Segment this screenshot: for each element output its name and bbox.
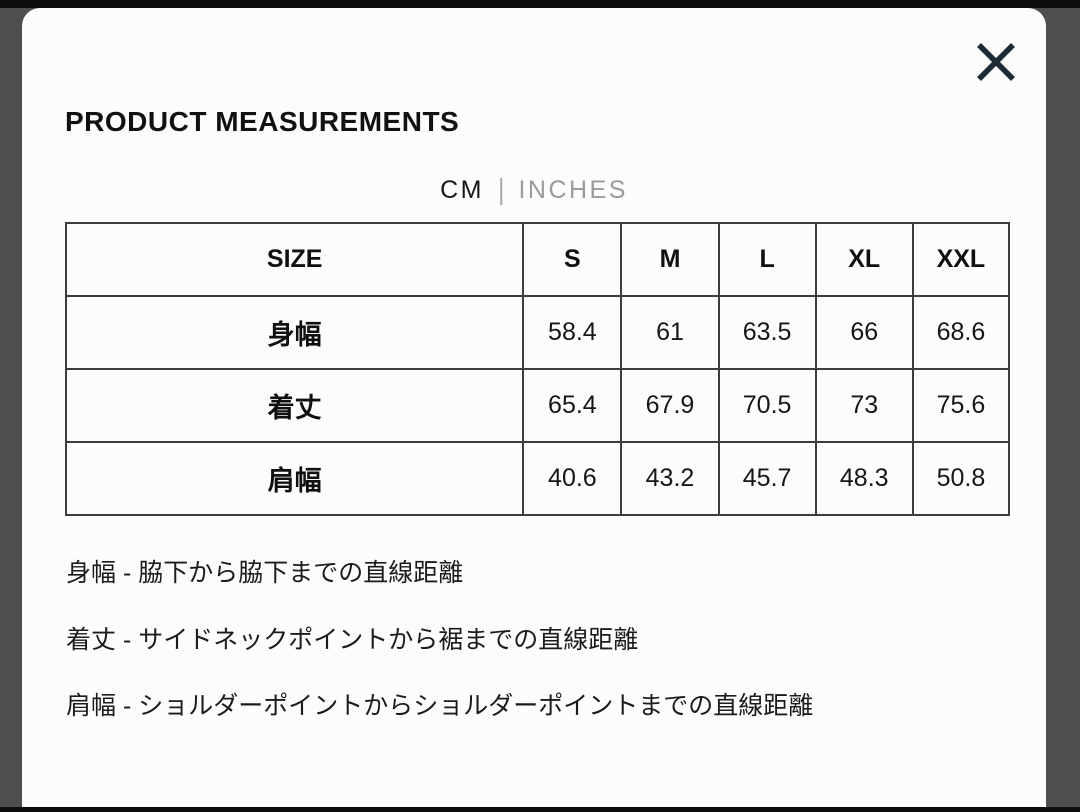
table-header-m: M <box>620 222 720 297</box>
measurement-cell: 61 <box>620 295 720 370</box>
product-measurements-modal: PRODUCT MEASUREMENTS CM | INCHES SIZE S M … <box>22 8 1046 807</box>
measurement-cell: 73 <box>814 368 914 443</box>
measurement-cell: 58.4 <box>522 295 623 370</box>
table-header-xxl: XXL <box>911 222 1011 297</box>
table-header-s: S <box>522 222 623 297</box>
row-label-body-length: 着丈 <box>64 368 525 443</box>
measurement-cell: 65.4 <box>522 368 623 443</box>
screen-top-edge <box>0 0 1080 8</box>
screen-bottom-edge <box>0 807 1080 812</box>
measurement-cell: 68.6 <box>911 295 1011 370</box>
note-shoulder-width: 肩幅 - ショルダーポイントからショルダーポイントまでの直線距離 <box>66 692 814 720</box>
measurement-cell: 48.3 <box>814 441 914 516</box>
table-row-body-length: 着丈 65.4 67.9 70.5 73 75.6 <box>64 368 1011 443</box>
row-label-body-width: 身幅 <box>64 295 525 370</box>
measurement-cell: 45.7 <box>717 441 817 516</box>
measurement-cell: 43.2 <box>620 441 720 516</box>
measurement-cell: 66 <box>814 295 914 370</box>
unit-separator: | <box>497 173 505 207</box>
unit-inches-button[interactable]: INCHES <box>518 176 628 204</box>
unit-toggle: CM | INCHES <box>22 173 1046 207</box>
measurement-notes: 身幅 - 脇下から脇下までの直線距離 着丈 - サイドネックポイントから裾までの… <box>66 559 1006 760</box>
close-icon <box>974 40 1018 84</box>
table-header-l: L <box>717 222 817 297</box>
measurements-table: SIZE S M L XL XXL 身幅 58.4 61 63.5 66 68.… <box>64 222 1011 516</box>
measurement-cell: 70.5 <box>717 368 817 443</box>
unit-cm-button[interactable]: CM <box>440 176 484 204</box>
measurement-cell: 63.5 <box>717 295 817 370</box>
measurement-cell: 50.8 <box>911 441 1011 516</box>
table-row-body-width: 身幅 58.4 61 63.5 66 68.6 <box>64 295 1011 370</box>
page-title: PRODUCT MEASUREMENTS <box>65 106 460 137</box>
row-label-shoulder-width: 肩幅 <box>64 441 525 516</box>
measurement-cell: 67.9 <box>620 368 720 443</box>
table-row-shoulder-width: 肩幅 40.6 43.2 45.7 48.3 50.8 <box>64 441 1011 516</box>
measurement-cell: 40.6 <box>522 441 623 516</box>
table-header-xl: XL <box>814 222 914 297</box>
note-body-width: 身幅 - 脇下から脇下までの直線距離 <box>66 559 464 587</box>
close-button[interactable] <box>968 34 1024 90</box>
table-header-row: SIZE S M L XL XXL <box>64 222 1011 297</box>
table-header-size: SIZE <box>64 222 525 297</box>
measurement-cell: 75.6 <box>911 368 1011 443</box>
note-body-length: 着丈 - サイドネックポイントから裾までの直線距離 <box>66 625 639 654</box>
